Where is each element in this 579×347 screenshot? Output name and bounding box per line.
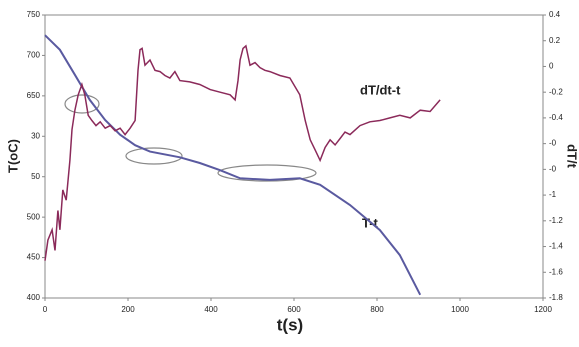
- y2-tick-label: -1.4: [549, 242, 563, 251]
- y2-tick-label: -0: [549, 164, 557, 173]
- y-tick-label: 50: [31, 172, 40, 181]
- y2-tick-label: -0.2: [549, 87, 563, 96]
- y2-tick-label: -1.2: [549, 216, 563, 225]
- y2-tick-label: -0.4: [549, 113, 563, 122]
- y2-tick-label: -0: [549, 139, 557, 148]
- y2-tick-label: -1.8: [549, 293, 563, 302]
- series-line: [44, 34, 422, 296]
- y-tick-label: 30: [31, 131, 40, 140]
- x-tick-label: 1200: [534, 305, 552, 314]
- x-tick-label: 200: [121, 305, 135, 314]
- y2-tick-label: -1: [549, 190, 557, 199]
- annotation: dT/dt-t: [360, 82, 401, 97]
- series-line: [44, 44, 441, 261]
- y2-tick-label: 0: [549, 62, 554, 71]
- x-tick-label: 0: [43, 305, 48, 314]
- x-axis-label: t(s): [277, 315, 303, 334]
- y-tick-label: 750: [27, 10, 41, 19]
- y-tick-label: 450: [27, 253, 41, 262]
- y-tick-label: 500: [27, 212, 41, 221]
- x-tick-label: 800: [370, 305, 384, 314]
- y-tick-label: 400: [27, 293, 41, 302]
- highlight-ellipses: [64, 94, 317, 182]
- y2-axis-label: dT/t: [565, 144, 579, 168]
- x-tick-label: 400: [204, 305, 218, 314]
- y2-tick-label: -1.6: [549, 267, 563, 276]
- y-axis-label: T(oC): [5, 139, 20, 173]
- y-tick-label: 700: [27, 51, 41, 60]
- x-tick-label: 600: [287, 305, 301, 314]
- y2-tick-label: 0.2: [549, 36, 561, 45]
- y-tick-label: 650: [27, 91, 41, 100]
- x-tick-label: 1000: [451, 305, 469, 314]
- plot-frame: [44, 14, 544, 299]
- y2-tick-label: 0.4: [549, 10, 561, 19]
